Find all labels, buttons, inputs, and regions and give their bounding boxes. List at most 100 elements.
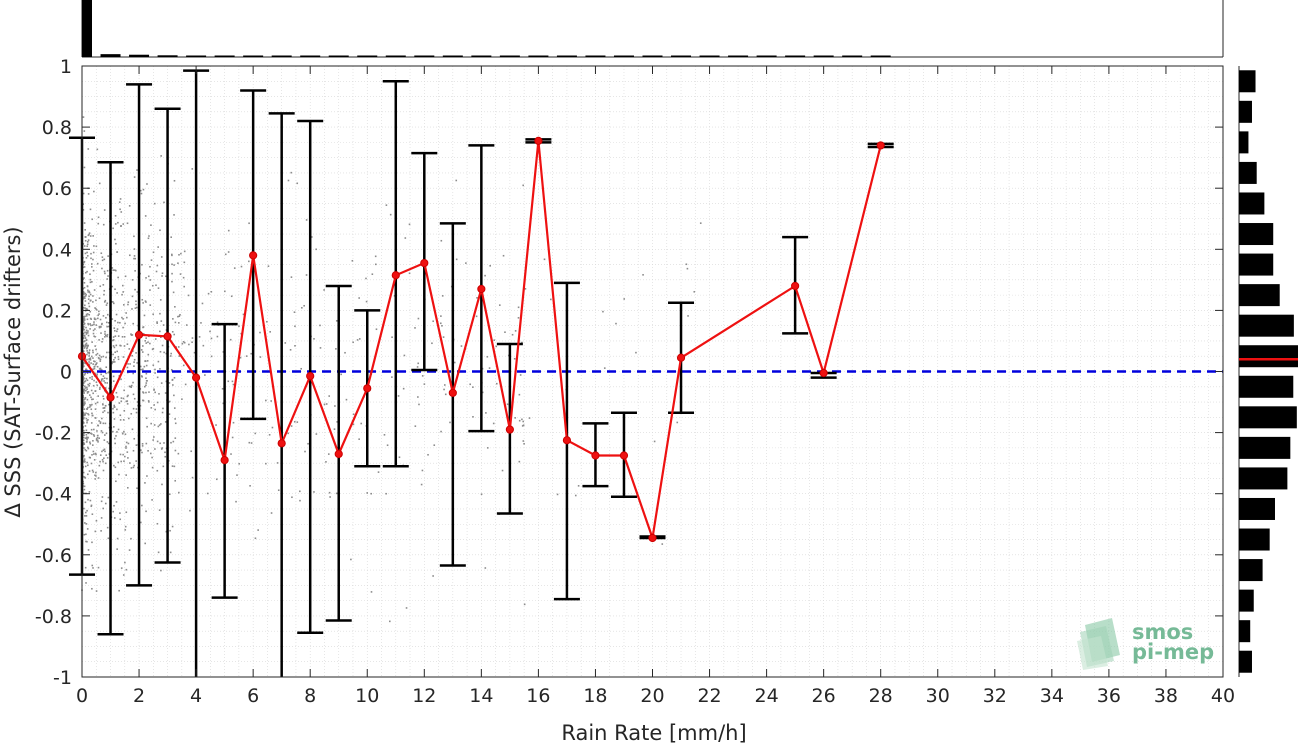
scatter-point [87,473,89,476]
scatter-point [104,387,107,389]
scatter-point [87,432,90,435]
scatter-point [82,439,85,442]
scatter-point [126,343,129,345]
scatter-point [84,437,87,439]
scatter-point [86,386,88,389]
scatter-point [145,364,148,367]
scatter-point [112,301,114,303]
scatter-point [345,398,348,401]
scatter-point [84,271,87,274]
scatter-point [289,348,292,351]
scatter-point [210,290,213,293]
scatter-point [521,425,524,427]
scatter-point [89,208,92,211]
scatter-point [201,302,204,305]
scatter-point [284,342,287,344]
scatter-point [169,529,171,532]
scatter-point [83,286,86,289]
scatter-point [134,270,136,272]
scatter-point [95,519,98,522]
scatter-point [131,295,134,298]
scatter-point [92,269,95,272]
scatter-point [86,379,89,382]
scatter-point [336,421,338,423]
scatter-point [257,529,259,531]
scatter-point [156,322,158,324]
scatter-point [287,179,290,182]
scatter-point [150,422,152,425]
scatter-point [177,452,180,455]
scatter-point [83,507,85,510]
scatter-point [118,589,120,592]
scatter-point [101,417,103,420]
scatter-point [159,299,162,301]
scatter-point [84,292,87,295]
scatter-point [517,306,520,309]
scatter-point [143,385,146,388]
scatter-point [518,460,521,463]
scatter-point [504,331,506,334]
scatter-point [492,422,495,425]
scatter-point [301,306,303,309]
scatter-point [117,276,119,279]
scatter-point [111,318,114,320]
logo-line1: smos [1132,620,1193,644]
scatter-point [210,355,213,358]
scatter-point [104,381,106,384]
scatter-point [486,447,489,449]
scatter-point [440,239,443,242]
scatter-point [328,491,331,494]
scatter-point [404,237,407,239]
scatter-point [83,319,86,321]
scatter-point [145,301,147,303]
scatter-point [305,274,308,276]
scatter-point [113,464,115,467]
mean-point [192,373,201,382]
scatter-point [686,267,689,270]
right-histogram-bar [1239,589,1254,612]
scatter-point [145,417,148,420]
scatter-point [519,374,522,376]
scatter-point [95,245,98,248]
top-histogram-bar [186,55,207,57]
scatter-point [238,325,240,327]
logo-line2: pi-mep [1132,640,1214,664]
scatter-point [200,322,202,324]
scatter-point [164,392,167,394]
scatter-point [101,340,103,343]
scatter-point [122,356,125,358]
scatter-point [89,404,91,406]
scatter-point [82,378,85,380]
scatter-point [105,454,108,456]
scatter-point [128,205,131,207]
scatter-point [550,298,552,301]
scatter-point [517,317,520,319]
scatter-point [144,340,147,342]
scatter-point [89,310,92,313]
mean-point [534,136,543,145]
scatter-point [82,418,85,420]
scatter-point [88,349,91,351]
scatter-point [82,389,85,391]
scatter-point [100,332,102,334]
scatter-point [89,357,92,359]
scatter-point [154,368,156,371]
top-histogram-bar [300,55,321,57]
scatter-point [89,359,92,361]
scatter-point [108,403,110,406]
scatter-point [84,385,86,388]
scatter-point [233,267,236,269]
scatter-point [85,389,87,392]
scatter-point [112,339,115,341]
scatter-point [91,324,94,326]
top-histogram-bar [385,55,406,57]
scatter-point [95,348,97,351]
mean-point [220,455,229,465]
scatter-point [114,319,116,322]
x-tick-label: 22 [697,685,721,707]
scatter-point [103,209,106,211]
scatter-point [83,266,86,268]
scatter-point [144,215,147,217]
scatter-point [191,168,194,170]
